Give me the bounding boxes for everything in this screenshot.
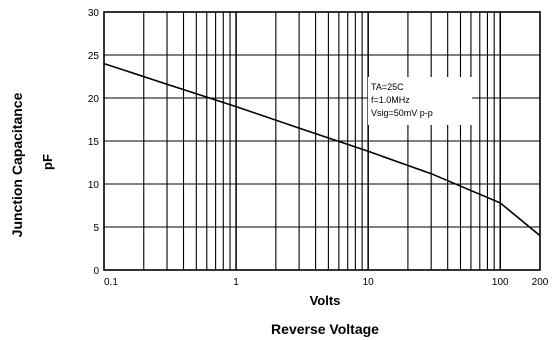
major-grid: [104, 12, 540, 270]
test-conditions-annotation: TA=25C f=1.0MHz Vsig=50mV p-p: [368, 77, 472, 125]
y-tick-label: 0: [93, 266, 99, 277]
x-axis-title: Reverse Voltage: [271, 321, 379, 337]
plot-frame: [103, 11, 541, 271]
x-tick-label: 100: [492, 277, 509, 288]
y-tick-label: 15: [88, 137, 100, 148]
y-tick-label: 10: [88, 180, 100, 191]
series-layer: [103, 62, 541, 237]
x-tick-labels: 0.1 1 10 100 200: [104, 277, 549, 288]
annotation-line: Vsig=50mV p-p: [371, 108, 433, 118]
y-tick-label: 30: [88, 8, 100, 19]
x-tick-label: 200: [532, 277, 549, 288]
annotation-line: f=1.0MHz: [371, 95, 410, 105]
y-axis-title: Junction Capacitance: [9, 92, 25, 237]
x-tick-label: 1: [233, 277, 239, 288]
annotation-line: TA=25C: [371, 82, 404, 92]
y-tick-label: 5: [93, 223, 99, 234]
y-tick-labels: 0 5 10 15 20 25 30: [88, 8, 100, 277]
y-tick-label: 20: [88, 94, 100, 105]
y-axis-unit: pF: [40, 154, 55, 170]
y-tick-label: 25: [88, 51, 100, 62]
x-tick-label: 0.1: [104, 277, 118, 288]
capacitance-curve: [103, 62, 541, 237]
x-tick-label: 10: [363, 277, 375, 288]
x-axis-unit: Volts: [310, 293, 341, 308]
